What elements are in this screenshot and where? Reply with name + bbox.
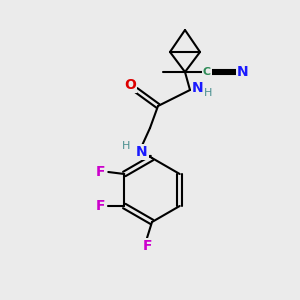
Text: N: N	[237, 65, 249, 79]
Text: F: F	[142, 239, 152, 253]
Text: N: N	[192, 81, 204, 95]
Text: F: F	[95, 165, 105, 179]
Text: H: H	[204, 88, 212, 98]
Text: N: N	[136, 145, 148, 159]
Text: F: F	[95, 199, 105, 213]
Text: O: O	[124, 78, 136, 92]
Text: H: H	[122, 141, 130, 151]
Text: C: C	[203, 67, 211, 77]
